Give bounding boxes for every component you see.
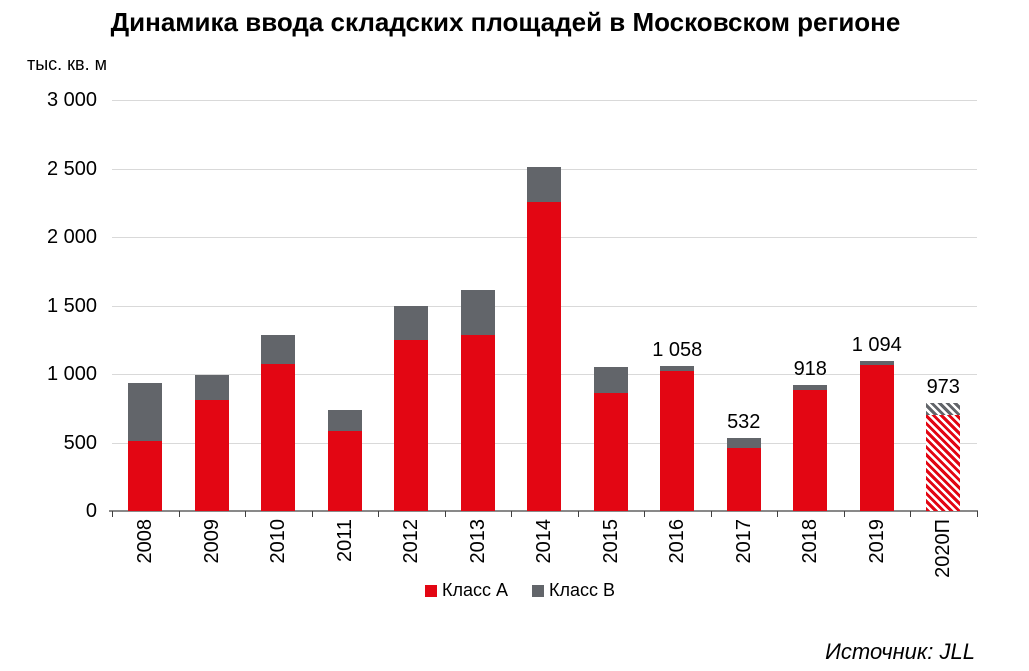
data-label: 973 — [926, 376, 960, 399]
data-label: 918 — [793, 358, 827, 381]
bar-segment-Класс В-2018 — [793, 385, 828, 390]
bar-segment-Класс В-2014 — [527, 166, 562, 202]
bar-segment-Класс В-2009 — [194, 375, 229, 401]
y-axis-tick-label: 3 000 — [46, 89, 97, 111]
legend-label: Класс А — [441, 580, 508, 600]
bar-segment-Класс А-2020П — [926, 415, 961, 511]
bar-segment-Класс В-2016 — [660, 366, 695, 372]
x-axis-label: 2015 — [599, 519, 622, 564]
x-axis-tick — [843, 511, 845, 517]
x-axis-tick — [976, 511, 978, 517]
bar-segment-Класс А-2018 — [793, 389, 828, 511]
chart-title: Динамика ввода складских площадей в Моск… — [110, 7, 901, 37]
bar-segment-Класс А-2019 — [859, 365, 894, 511]
bar-segment-Класс А-2010 — [261, 363, 296, 511]
legend-item-Класс В: Класс В — [532, 580, 615, 601]
source-note: Источник: JLL — [825, 639, 975, 664]
legend-label: Класс В — [549, 580, 616, 600]
data-label: 1 058 — [652, 339, 703, 362]
y-axis-tick-label: 2 500 — [46, 157, 97, 180]
x-axis-label: 2019 — [865, 519, 888, 564]
x-axis-label: 2016 — [666, 519, 689, 564]
legend: Класс А Класс В — [0, 580, 1029, 601]
y-axis-tick-label: 1 000 — [46, 363, 97, 385]
bar-segment-Класс А-2011 — [327, 431, 362, 511]
x-axis-tick — [112, 511, 113, 517]
x-axis-tick — [245, 511, 246, 517]
bar-segment-Класс А-2015 — [593, 393, 628, 511]
y-axis-tick-label: 1 500 — [46, 294, 97, 317]
legend-swatch-icon — [424, 584, 437, 597]
x-axis-label: 2018 — [799, 519, 822, 564]
x-axis-tick — [710, 511, 712, 517]
bar-segment-Класс А-2016 — [660, 371, 695, 511]
x-axis-tick — [777, 511, 778, 517]
x-axis-label: 2008 — [134, 519, 157, 564]
x-axis-tick — [311, 511, 313, 517]
x-axis-tick — [577, 511, 579, 517]
x-axis-label: 2012 — [400, 519, 423, 564]
y-axis-unit-label: тыс. кв. м — [27, 54, 107, 74]
bar-segment-Класс А-2008 — [128, 441, 163, 511]
legend-swatch-icon — [532, 584, 544, 597]
bar-segment-Класс А-2014 — [527, 201, 562, 511]
bar-segment-Класс А-2012 — [394, 339, 429, 511]
bar-segment-Класс В-2019 — [859, 361, 894, 366]
bar-segment-Класс В-2013 — [460, 289, 495, 335]
x-axis-label: 2009 — [200, 519, 223, 564]
x-axis-tick — [178, 511, 180, 517]
bar-segment-Класс В-2008 — [128, 383, 163, 442]
y-axis-tick-label: 500 — [63, 431, 97, 454]
y-axis-tick-label: 0 — [85, 500, 97, 522]
data-label: 532 — [727, 411, 761, 434]
legend-item-Класс А: Класс А — [424, 580, 508, 601]
x-axis-tick — [644, 511, 645, 517]
x-axis-tick — [511, 511, 512, 517]
y-axis-tick-label: 2 000 — [46, 226, 97, 248]
x-axis-label: 2017 — [732, 519, 755, 564]
x-axis-label: 2013 — [466, 519, 489, 564]
x-axis-label: 2011 — [333, 519, 356, 563]
bar-segment-Класс В-2011 — [327, 409, 362, 432]
x-axis-tick — [378, 511, 379, 517]
data-label: 1 094 — [851, 334, 902, 357]
x-axis-label: 2010 — [267, 519, 290, 564]
x-axis-tick — [444, 511, 446, 517]
bar-segment-Класс В-2017 — [726, 438, 761, 448]
bar-segment-Класс В-2015 — [593, 367, 628, 394]
bar-segment-Класс В-2020П — [926, 403, 961, 416]
x-axis-tick — [910, 511, 911, 517]
bar-segment-Класс В-2010 — [261, 334, 296, 364]
bar-segment-Класс А-2017 — [726, 447, 761, 511]
x-axis-label: 2020П — [932, 519, 955, 578]
bar-segment-Класс В-2012 — [394, 305, 429, 340]
x-axis-line — [109, 510, 978, 512]
bar-segment-Класс А-2009 — [194, 400, 229, 511]
gridline — [112, 100, 977, 101]
bar-segment-Класс А-2013 — [460, 334, 495, 511]
x-axis-label: 2014 — [533, 519, 556, 564]
